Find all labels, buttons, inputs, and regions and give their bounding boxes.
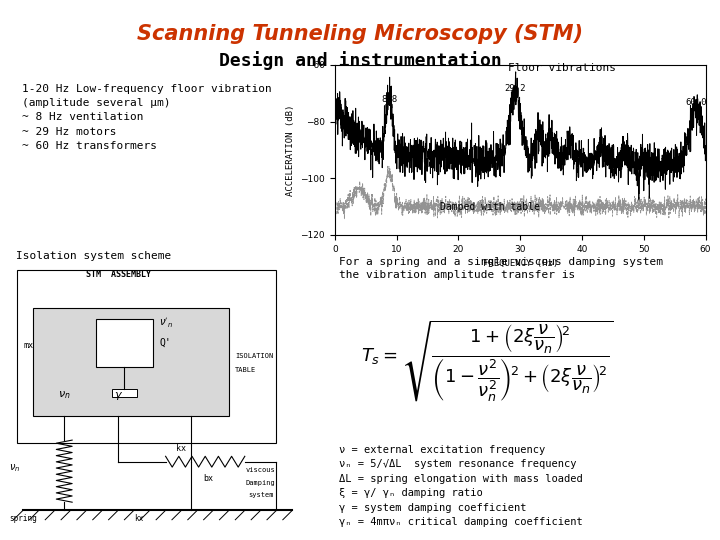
Text: 8.8: 8.8 (381, 96, 397, 105)
Text: Scanning Tunneling Microscopy (STM): Scanning Tunneling Microscopy (STM) (137, 24, 583, 44)
Text: bx: bx (204, 474, 214, 483)
Text: $\nu_n$: $\nu_n$ (58, 390, 71, 401)
Text: ISOLATION: ISOLATION (235, 353, 274, 360)
Text: kx: kx (134, 514, 143, 523)
Text: mx: mx (23, 341, 33, 350)
Text: 1-20 Hz Low-frequency floor vibration
(amplitude several μm)
~ 8 Hz ventilation
: 1-20 Hz Low-frequency floor vibration (a… (22, 84, 271, 151)
Text: viscous: viscous (246, 468, 276, 474)
X-axis label: FREQUENCY (Hz): FREQUENCY (Hz) (482, 259, 558, 268)
Text: kx: kx (176, 444, 186, 453)
Text: STM  ASSEMBLY: STM ASSEMBLY (86, 270, 151, 279)
Text: $\nu'_n$: $\nu'_n$ (159, 317, 174, 330)
Bar (112, 389, 137, 397)
Text: Isolation system scheme: Isolation system scheme (16, 251, 171, 261)
Text: Floor vibrations: Floor vibrations (508, 63, 616, 73)
Text: $T_s = \sqrt{\dfrac{1 + \left(2\xi\dfrac{\nu}{\nu_n}\right)^{\!2}}{\left(1 - \df: $T_s = \sqrt{\dfrac{1 + \left(2\xi\dfrac… (361, 319, 614, 404)
Text: 29.2: 29.2 (505, 84, 526, 93)
Text: TABLE: TABLE (235, 367, 256, 373)
Text: $\nu_n$: $\nu_n$ (9, 462, 20, 474)
Text: ν = external excitation frequency
νₙ = 5/√ΔL  system resonance frequency
ΔL = sp: ν = external excitation frequency νₙ = 5… (338, 445, 582, 527)
Text: Damped with table: Damped with table (440, 201, 540, 212)
Bar (96, 319, 153, 367)
Text: For a spring and a single viscous damping system
the vibration amplitude transfe: For a spring and a single viscous dampin… (338, 257, 662, 280)
Text: $\gamma$: $\gamma$ (114, 389, 122, 402)
Bar (17, 270, 276, 443)
Bar (32, 308, 229, 416)
Text: Q': Q' (159, 338, 171, 348)
Text: spring: spring (9, 514, 37, 523)
Text: 60.0: 60.0 (685, 98, 707, 107)
Y-axis label: ACCELERATION (dB): ACCELERATION (dB) (286, 104, 294, 195)
Text: Damping: Damping (246, 480, 276, 485)
Text: system: system (248, 492, 274, 498)
Text: Design and instrumentation: Design and instrumentation (219, 51, 501, 70)
